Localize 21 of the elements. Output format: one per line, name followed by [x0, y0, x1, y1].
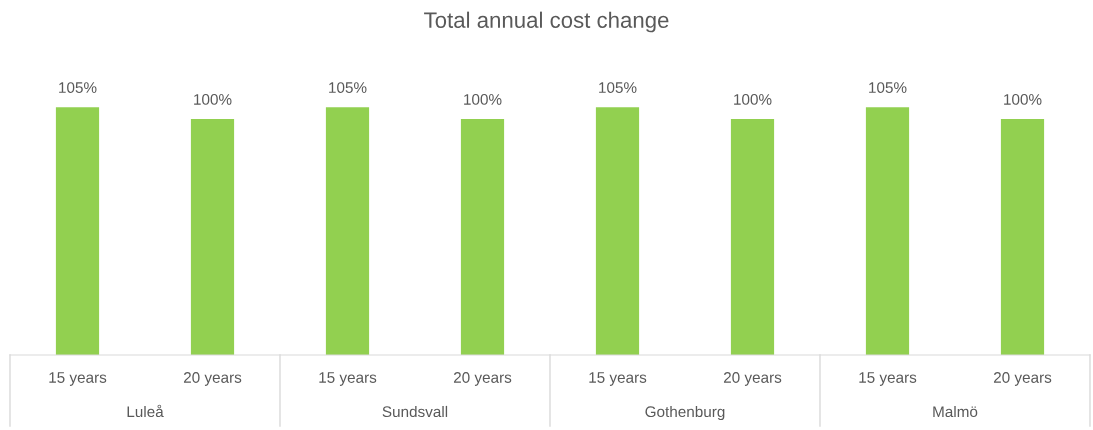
data-label: 100%: [464, 93, 502, 105]
text: Gothenburg: [645, 405, 725, 421]
x-tick-label: 15 years: [589, 372, 647, 386]
x-tick-label: 15 years: [859, 372, 917, 386]
text: Malmö: [933, 405, 978, 418]
data-label: 100%: [194, 93, 232, 105]
data-label: 105%: [869, 82, 907, 94]
x-tick-label: 20 years: [183, 372, 242, 386]
data-label: 105%: [59, 82, 97, 94]
x-tick-label: 15 years: [319, 372, 377, 386]
data-label: 105%: [599, 82, 637, 94]
x-tick-label: 20 years: [723, 372, 782, 386]
text: Sundsvall: [382, 405, 448, 418]
text: Luleå: [127, 404, 164, 418]
data-label: 100%: [1004, 93, 1042, 105]
chart-title: Total annual cost change: [424, 11, 669, 33]
x-tick-label: 20 years: [453, 372, 512, 386]
data-label: 100%: [734, 93, 772, 105]
data-label: 105%: [329, 82, 367, 94]
x-tick-label: 15 years: [49, 372, 107, 386]
x-tick-label: 20 years: [993, 372, 1052, 386]
